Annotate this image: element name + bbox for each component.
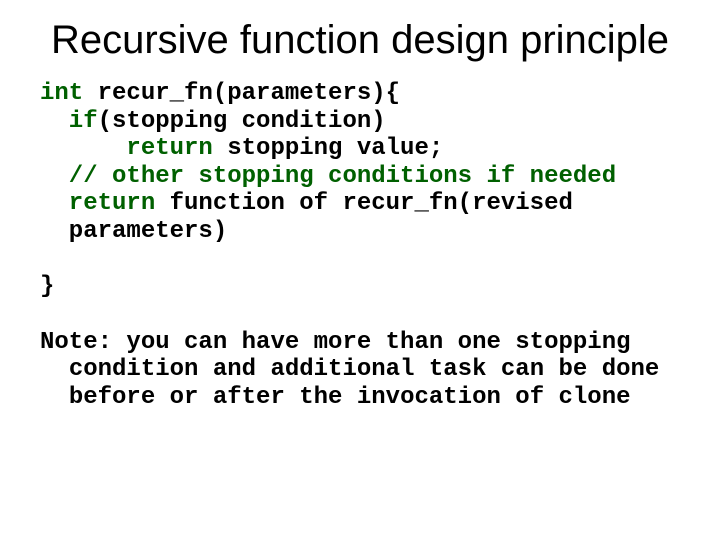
code-kw-if: if	[40, 108, 98, 135]
code-kw-int: int	[40, 80, 83, 107]
code-l1: recur_fn(parameters){	[83, 80, 400, 107]
code-block: int recur_fn(parameters){ if(stopping co…	[40, 80, 680, 301]
code-kw-return1: return	[40, 135, 213, 162]
code-kw-return2: return	[40, 190, 155, 217]
code-closebrace: }	[40, 273, 54, 300]
code-l3: stopping value;	[213, 135, 443, 162]
slide-title: Recursive function design principle	[40, 18, 680, 62]
code-comment: // other stopping conditions if needed	[40, 163, 616, 190]
code-l2: (stopping condition)	[98, 108, 386, 135]
slide: Recursive function design principle int …	[0, 0, 720, 540]
note-text: Note: you can have more than one stoppin…	[40, 329, 680, 412]
